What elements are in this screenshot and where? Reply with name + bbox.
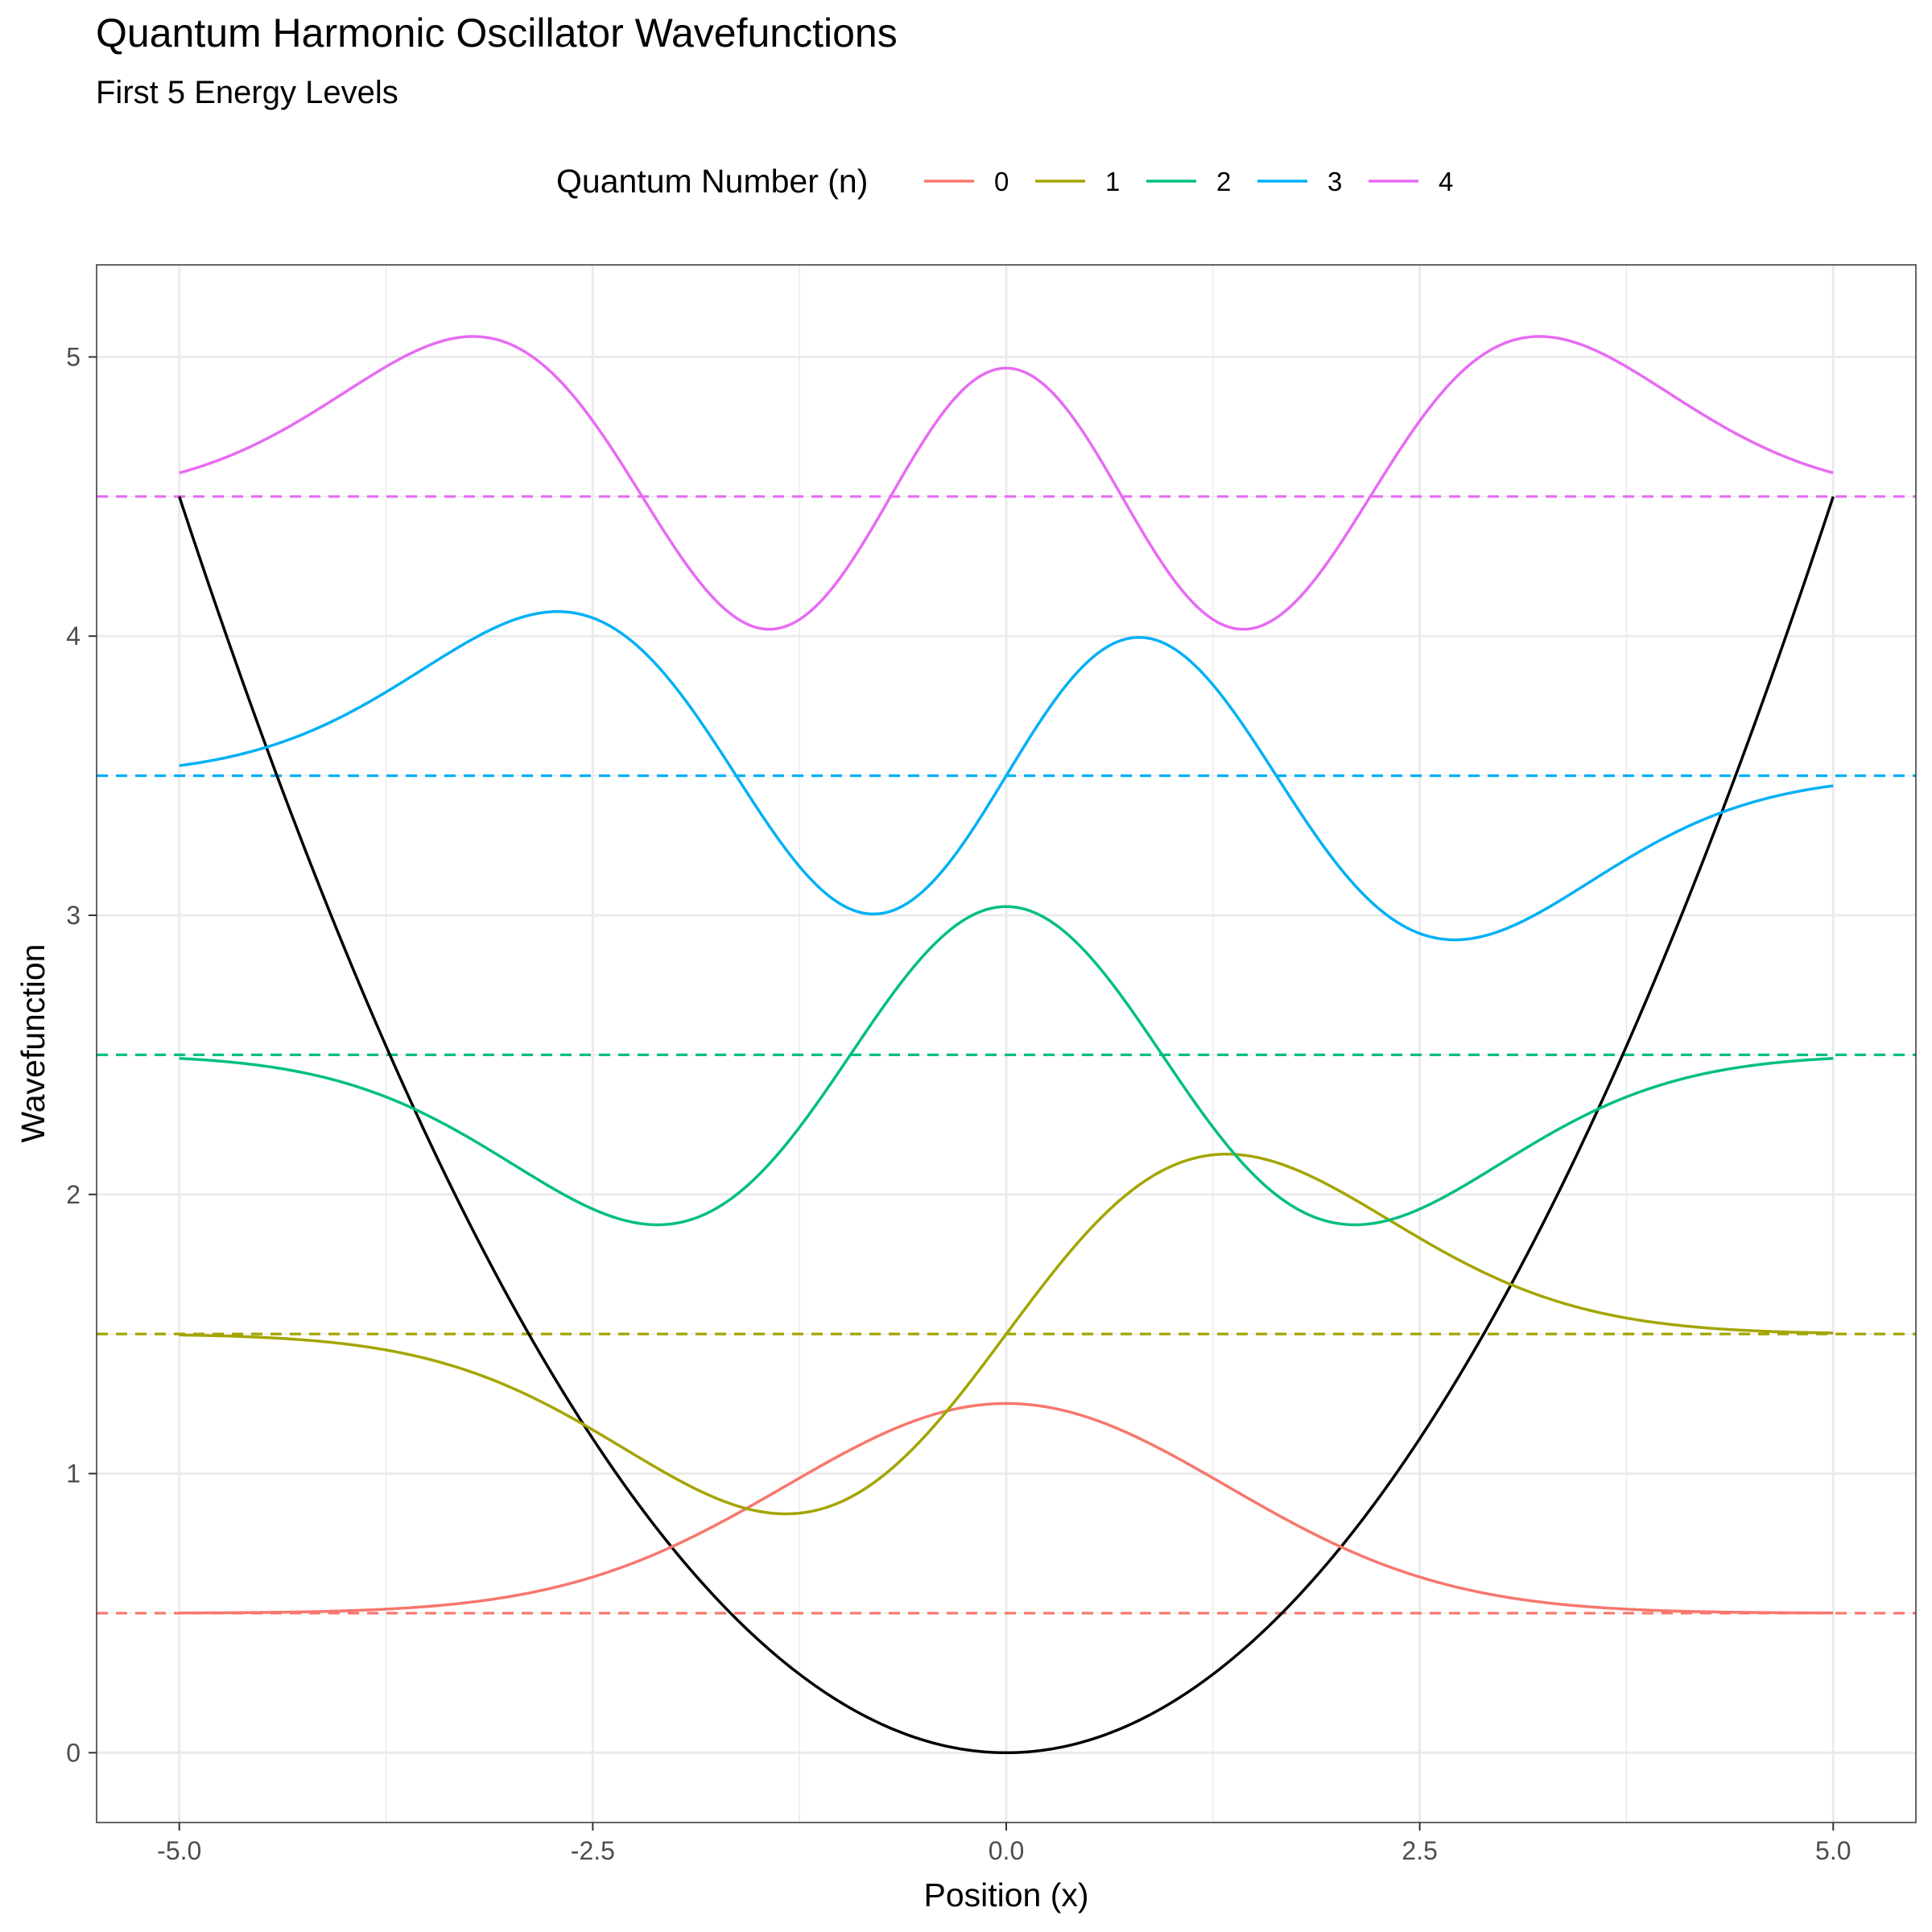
wavefunction-n0 [179, 1402, 1834, 1615]
wavefunction-n1 [179, 1152, 1834, 1516]
legend-label-1: 1 [1105, 167, 1120, 196]
x-tick-label: 5.0 [1815, 1836, 1851, 1865]
wavefunction-n2 [179, 905, 1834, 1227]
chart-title: Quantum Harmonic Oscillator Wavefunction… [96, 10, 898, 56]
x-axis: -5.0 -2.5 0.0 2.5 5.0 [157, 1823, 1852, 1865]
potential-well [178, 496, 1835, 1755]
x-tick-label: -5.0 [157, 1836, 201, 1865]
y-axis: 0 1 2 3 4 5 [66, 342, 97, 1767]
x-tick-label: 0.0 [989, 1836, 1024, 1865]
wavefunction-n4 [179, 335, 1834, 631]
y-tick-label: 4 [66, 621, 80, 650]
legend-label-2: 2 [1216, 167, 1231, 196]
x-axis-title: Position (x) [923, 1876, 1088, 1913]
y-tick-label: 3 [66, 901, 80, 930]
wavefunction-n3 [179, 609, 1834, 942]
legend-label-0: 0 [994, 167, 1009, 196]
x-tick-label: 2.5 [1402, 1836, 1437, 1865]
potential-curve [178, 496, 1835, 1755]
legend-title: Quantum Number (n) [556, 163, 868, 200]
x-tick-label: -2.5 [571, 1836, 615, 1865]
legend: Quantum Number (n) 0 1 2 3 4 [556, 163, 1453, 200]
y-tick-label: 1 [66, 1459, 80, 1488]
legend-label-4: 4 [1439, 167, 1453, 196]
y-tick-label: 2 [66, 1180, 80, 1209]
y-tick-label: 0 [66, 1738, 80, 1767]
chart-subtitle: First 5 Energy Levels [96, 75, 398, 110]
wavefunction-curves [179, 335, 1834, 1615]
y-axis-title: Wavefunction [14, 944, 52, 1143]
legend-label-3: 3 [1327, 167, 1342, 196]
y-tick-label: 5 [66, 342, 80, 371]
